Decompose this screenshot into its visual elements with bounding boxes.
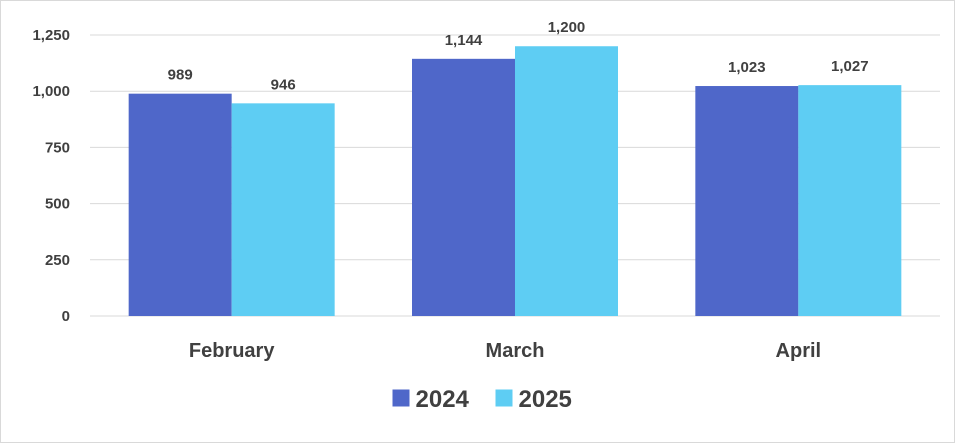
bar-march-2025[interactable] xyxy=(515,46,618,317)
bar-april-2025[interactable] xyxy=(798,85,902,316)
y-tick-label: 1,250 xyxy=(32,27,70,44)
legend[interactable]: 2024 2025 xyxy=(392,386,572,413)
legend-swatch-2024[interactable] xyxy=(392,389,410,407)
data-label-april-2025: 1,027 xyxy=(831,58,869,75)
y-tick-label: 1,000 xyxy=(32,83,70,100)
x-axis-category-labels: February March April xyxy=(189,340,821,362)
legend-label-2024[interactable]: 2024 xyxy=(416,386,470,413)
data-label-march-2024: 1,144 xyxy=(445,32,483,49)
legend-swatch-2025[interactable] xyxy=(495,389,513,407)
data-label-march-2025: 1,200 xyxy=(548,19,586,36)
bar-march-2024[interactable] xyxy=(412,58,515,317)
y-axis-tick-labels: 0 250 500 750 1,000 1,250 xyxy=(32,27,70,325)
y-tick-label: 500 xyxy=(45,196,70,213)
legend-label-2025[interactable]: 2025 xyxy=(519,386,572,413)
y-tick-label: 0 xyxy=(62,308,70,325)
data-labels: 989 946 1,144 1,200 1,023 1,027 xyxy=(168,19,869,93)
bar-february-2024[interactable] xyxy=(128,93,232,317)
bar-february-2025[interactable] xyxy=(231,103,335,316)
bar-series-group xyxy=(128,46,902,317)
y-tick-label: 250 xyxy=(45,252,70,269)
x-category-label: March xyxy=(486,340,545,362)
x-category-label: April xyxy=(776,340,822,362)
data-label-february-2024: 989 xyxy=(168,67,193,84)
data-label-february-2025: 946 xyxy=(271,76,296,93)
y-tick-label: 750 xyxy=(45,139,70,156)
x-category-label: February xyxy=(189,340,275,362)
data-label-april-2024: 1,023 xyxy=(728,59,766,76)
bar-april-2024[interactable] xyxy=(695,86,799,316)
